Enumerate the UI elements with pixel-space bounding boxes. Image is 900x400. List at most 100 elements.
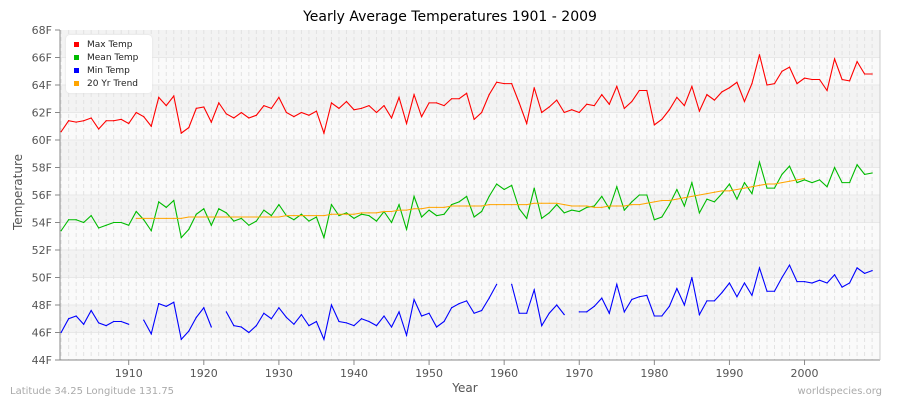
data-point bbox=[503, 204, 505, 206]
data-point bbox=[105, 120, 107, 122]
data-point bbox=[180, 237, 182, 239]
data-point bbox=[473, 118, 475, 120]
data-point bbox=[601, 297, 603, 299]
data-point bbox=[638, 204, 640, 206]
data-point bbox=[548, 202, 550, 204]
data-point bbox=[398, 209, 400, 211]
data-point bbox=[308, 215, 310, 217]
data-point bbox=[586, 205, 588, 207]
legend-swatch bbox=[74, 81, 79, 86]
data-point bbox=[653, 315, 655, 317]
data-point bbox=[518, 102, 520, 104]
data-point bbox=[353, 213, 355, 215]
data-point bbox=[75, 315, 77, 317]
x-tick-label: 1920 bbox=[190, 367, 218, 380]
series-line-20-yr-trend bbox=[136, 177, 805, 219]
data-point bbox=[345, 213, 348, 215]
data-point bbox=[413, 298, 415, 301]
data-point bbox=[601, 94, 603, 96]
data-point bbox=[488, 297, 490, 299]
y-tick-label: 62F bbox=[32, 107, 52, 120]
data-point bbox=[578, 205, 580, 207]
data-point bbox=[375, 111, 378, 114]
data-point bbox=[428, 312, 430, 314]
data-point bbox=[473, 312, 475, 314]
data-point bbox=[818, 78, 821, 81]
data-point bbox=[300, 215, 303, 217]
data-point bbox=[383, 315, 385, 317]
data-point bbox=[668, 204, 670, 206]
data-point bbox=[676, 96, 678, 98]
data-point bbox=[128, 323, 130, 325]
data-point bbox=[68, 120, 70, 122]
x-tick-label: 1940 bbox=[340, 367, 368, 380]
data-point bbox=[646, 294, 648, 296]
data-point bbox=[75, 219, 77, 221]
data-point bbox=[571, 205, 573, 207]
data-point bbox=[848, 80, 851, 82]
data-point bbox=[60, 230, 62, 232]
data-point bbox=[398, 96, 400, 98]
data-point bbox=[233, 325, 235, 327]
data-point bbox=[871, 270, 873, 272]
data-point bbox=[150, 333, 152, 335]
source-label: worldspecies.org bbox=[797, 386, 882, 397]
data-point bbox=[481, 205, 483, 207]
data-point bbox=[165, 206, 167, 208]
data-point bbox=[518, 312, 520, 314]
data-point bbox=[390, 326, 393, 328]
data-point bbox=[511, 83, 513, 85]
data-point bbox=[833, 58, 836, 60]
data-point bbox=[661, 199, 663, 202]
data-point bbox=[428, 206, 430, 208]
data-point bbox=[833, 166, 836, 169]
data-point bbox=[736, 81, 738, 83]
data-point bbox=[586, 103, 588, 105]
data-point bbox=[781, 173, 783, 175]
data-point bbox=[413, 94, 415, 96]
data-point bbox=[435, 215, 438, 217]
data-point bbox=[263, 105, 265, 107]
data-point bbox=[315, 320, 318, 323]
data-point bbox=[541, 217, 543, 219]
legend-item-max: Max Temp bbox=[66, 38, 152, 51]
data-point bbox=[143, 219, 145, 221]
data-point bbox=[668, 305, 670, 307]
data-point bbox=[758, 267, 761, 269]
data-point bbox=[345, 322, 348, 324]
data-point bbox=[811, 78, 813, 81]
data-point bbox=[315, 216, 318, 218]
data-point bbox=[788, 66, 791, 68]
grid-band bbox=[60, 305, 880, 333]
data-point bbox=[473, 205, 475, 207]
data-point bbox=[571, 209, 573, 211]
data-point bbox=[593, 206, 595, 208]
data-point bbox=[248, 117, 250, 119]
data-point bbox=[240, 217, 242, 219]
data-point bbox=[578, 311, 580, 313]
data-point bbox=[338, 215, 340, 217]
data-point bbox=[608, 103, 610, 105]
data-point bbox=[541, 111, 543, 114]
data-point bbox=[203, 106, 205, 108]
x-tick-label: 1960 bbox=[490, 367, 518, 380]
data-point bbox=[405, 122, 408, 125]
data-point bbox=[120, 221, 122, 224]
data-point bbox=[360, 212, 363, 214]
series-line-min-temp bbox=[60, 309, 129, 333]
data-point bbox=[225, 113, 227, 115]
data-point bbox=[488, 204, 490, 206]
data-point bbox=[383, 105, 385, 107]
data-point bbox=[233, 117, 235, 119]
data-point bbox=[368, 215, 370, 217]
data-point bbox=[713, 99, 716, 101]
data-point bbox=[623, 205, 625, 207]
data-point bbox=[864, 272, 866, 274]
data-point bbox=[766, 290, 768, 292]
data-point bbox=[390, 117, 393, 119]
data-point bbox=[390, 221, 393, 224]
data-point bbox=[158, 217, 160, 219]
data-point bbox=[826, 186, 828, 188]
data-point bbox=[661, 315, 663, 317]
data-point bbox=[526, 217, 528, 219]
